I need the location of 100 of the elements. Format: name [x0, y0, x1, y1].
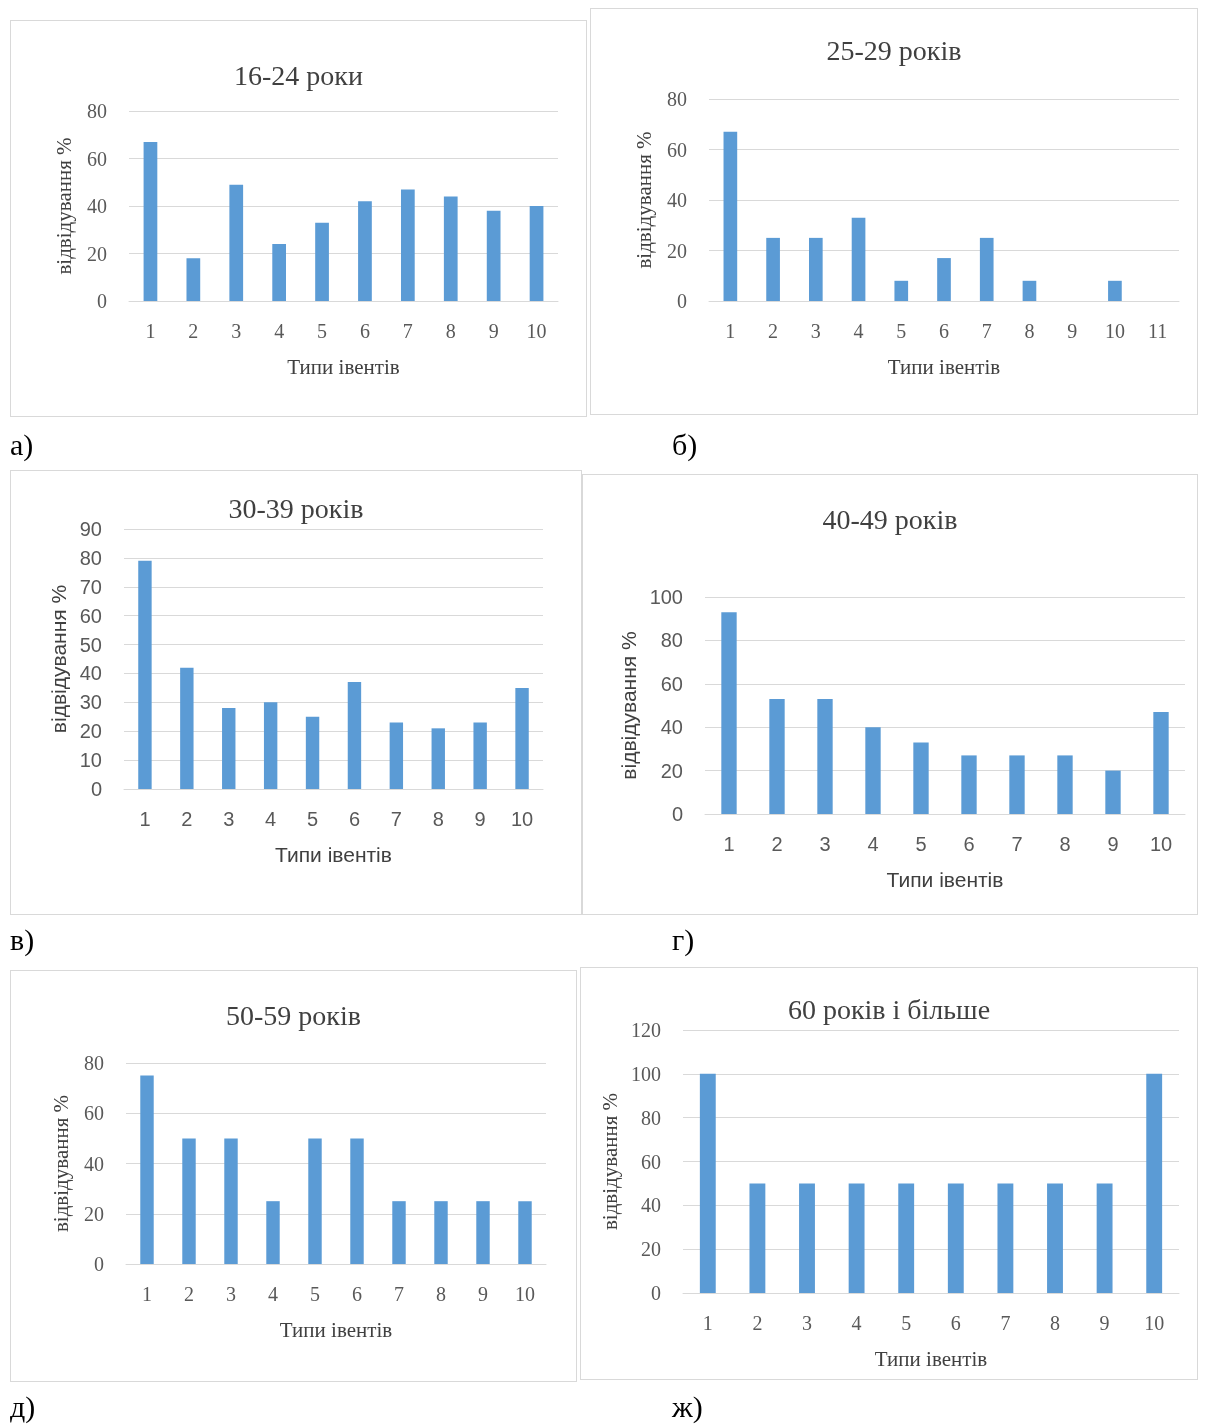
x-tick-label: 10	[1144, 1312, 1165, 1334]
x-tick-label: 8	[436, 1283, 446, 1305]
y-tick-label: 90	[79, 518, 102, 540]
y-tick-label: 60	[84, 1102, 104, 1125]
y-tick-label: 20	[667, 239, 687, 262]
x-tick-label: 2	[184, 1283, 194, 1305]
x-tick-label: 7	[1000, 1312, 1011, 1334]
y-tick-label: 80	[660, 629, 683, 652]
y-tick-label: 100	[649, 586, 683, 608]
x-tick-label: 3	[810, 320, 821, 342]
x-tick-label: 9	[1107, 833, 1119, 855]
x-tick-label: 1	[723, 833, 735, 855]
x-tick-label: 5	[896, 320, 907, 342]
bar	[961, 755, 977, 814]
bar	[1022, 280, 1037, 301]
y-tick-label: 0	[677, 290, 687, 312]
x-tick-label: 6	[950, 1312, 961, 1334]
y-tick-label: 50	[79, 633, 102, 656]
bar	[721, 612, 737, 814]
y-tick-label: 0	[651, 1282, 661, 1304]
y-tick-label: 20	[641, 1238, 661, 1261]
y-tick-label: 80	[79, 546, 102, 569]
y-tick-label: 60	[87, 147, 107, 170]
x-tick-label: 7	[402, 320, 413, 342]
bar	[817, 698, 833, 814]
x-tick-label: 10	[515, 1283, 535, 1305]
y-axis-title: відвідування %	[631, 131, 656, 269]
bar	[937, 258, 951, 301]
x-tick-label: 6	[348, 808, 361, 830]
x-tick-label: 10	[1104, 320, 1125, 342]
bar	[851, 217, 866, 301]
y-axis-title: відвідування %	[46, 584, 70, 734]
x-tick-label: 3	[223, 808, 235, 830]
y-tick-label: 0	[90, 778, 102, 800]
bar	[186, 258, 201, 301]
x-tick-label: 10	[510, 808, 534, 830]
bar	[518, 1201, 532, 1264]
x-tick-label: 9	[488, 320, 499, 342]
bar	[979, 237, 994, 301]
bar	[894, 280, 909, 301]
bar	[529, 206, 544, 301]
x-tick-label: 4	[274, 320, 285, 342]
x-tick-label: 1	[142, 1283, 152, 1305]
y-axis-title: відвідування %	[48, 1094, 73, 1233]
y-tick-label: 20	[87, 242, 107, 265]
y-tick-label: 30	[79, 691, 102, 714]
x-tick-label: 4	[265, 808, 277, 830]
y-tick-label: 80	[84, 1052, 104, 1074]
bar	[486, 210, 501, 301]
bar	[305, 716, 320, 789]
y-tick-label: 120	[631, 1019, 661, 1041]
bar	[1153, 712, 1169, 814]
bar	[443, 196, 458, 301]
x-tick-label: 3	[231, 320, 242, 342]
bar	[143, 141, 158, 301]
bar	[389, 722, 404, 789]
x-tick-label: 4	[851, 1312, 862, 1334]
x-tick-label: 3	[226, 1283, 236, 1305]
x-tick-label: 9	[474, 808, 486, 830]
x-tick-label: 6	[963, 833, 975, 855]
chart-title: 50-59 років	[226, 999, 361, 1031]
x-tick-label: 8	[432, 808, 444, 830]
x-tick-label: 1	[725, 320, 736, 342]
x-tick-label: 5	[306, 808, 319, 830]
x-tick-label: 8	[1059, 833, 1071, 855]
bar	[222, 708, 236, 789]
y-tick-label: 40	[660, 716, 683, 739]
text: в)	[10, 923, 35, 957]
y-tick-label: 80	[641, 1106, 661, 1129]
bar	[515, 687, 529, 789]
text: г)	[672, 923, 695, 957]
y-tick-label: 10	[79, 749, 102, 772]
text: а)	[10, 428, 34, 462]
x-tick-label: 8	[445, 320, 456, 342]
text: ж)	[672, 1390, 703, 1424]
x-axis-title: Типи івентів	[887, 354, 1001, 379]
x-tick-label: 6	[359, 320, 370, 342]
y-axis-title: відвідування %	[597, 1092, 622, 1231]
chart-title: 25-29 років	[826, 34, 962, 66]
y-axis-title: відвідування %	[616, 631, 640, 780]
bar	[180, 667, 194, 789]
bar	[434, 1201, 448, 1264]
x-tick-label: 11	[1148, 320, 1168, 342]
x-tick-label: 3	[819, 833, 831, 855]
x-axis-title: Типи івентів	[874, 1346, 988, 1371]
x-tick-label: 9	[1099, 1312, 1110, 1334]
x-tick-label: 2	[188, 320, 199, 342]
x-tick-label: 6	[352, 1283, 362, 1305]
bar	[766, 237, 780, 301]
bar	[224, 1138, 238, 1264]
y-tick-label: 40	[79, 662, 102, 685]
bar	[473, 722, 487, 789]
y-tick-label: 100	[631, 1062, 661, 1085]
y-tick-label: 70	[79, 575, 102, 598]
x-tick-label: 9	[478, 1283, 488, 1305]
chart-title: 16-24 роки	[234, 59, 363, 91]
y-tick-label: 60	[667, 138, 687, 161]
bar	[263, 702, 278, 789]
bar	[913, 742, 929, 814]
x-tick-label: 1	[139, 808, 151, 830]
